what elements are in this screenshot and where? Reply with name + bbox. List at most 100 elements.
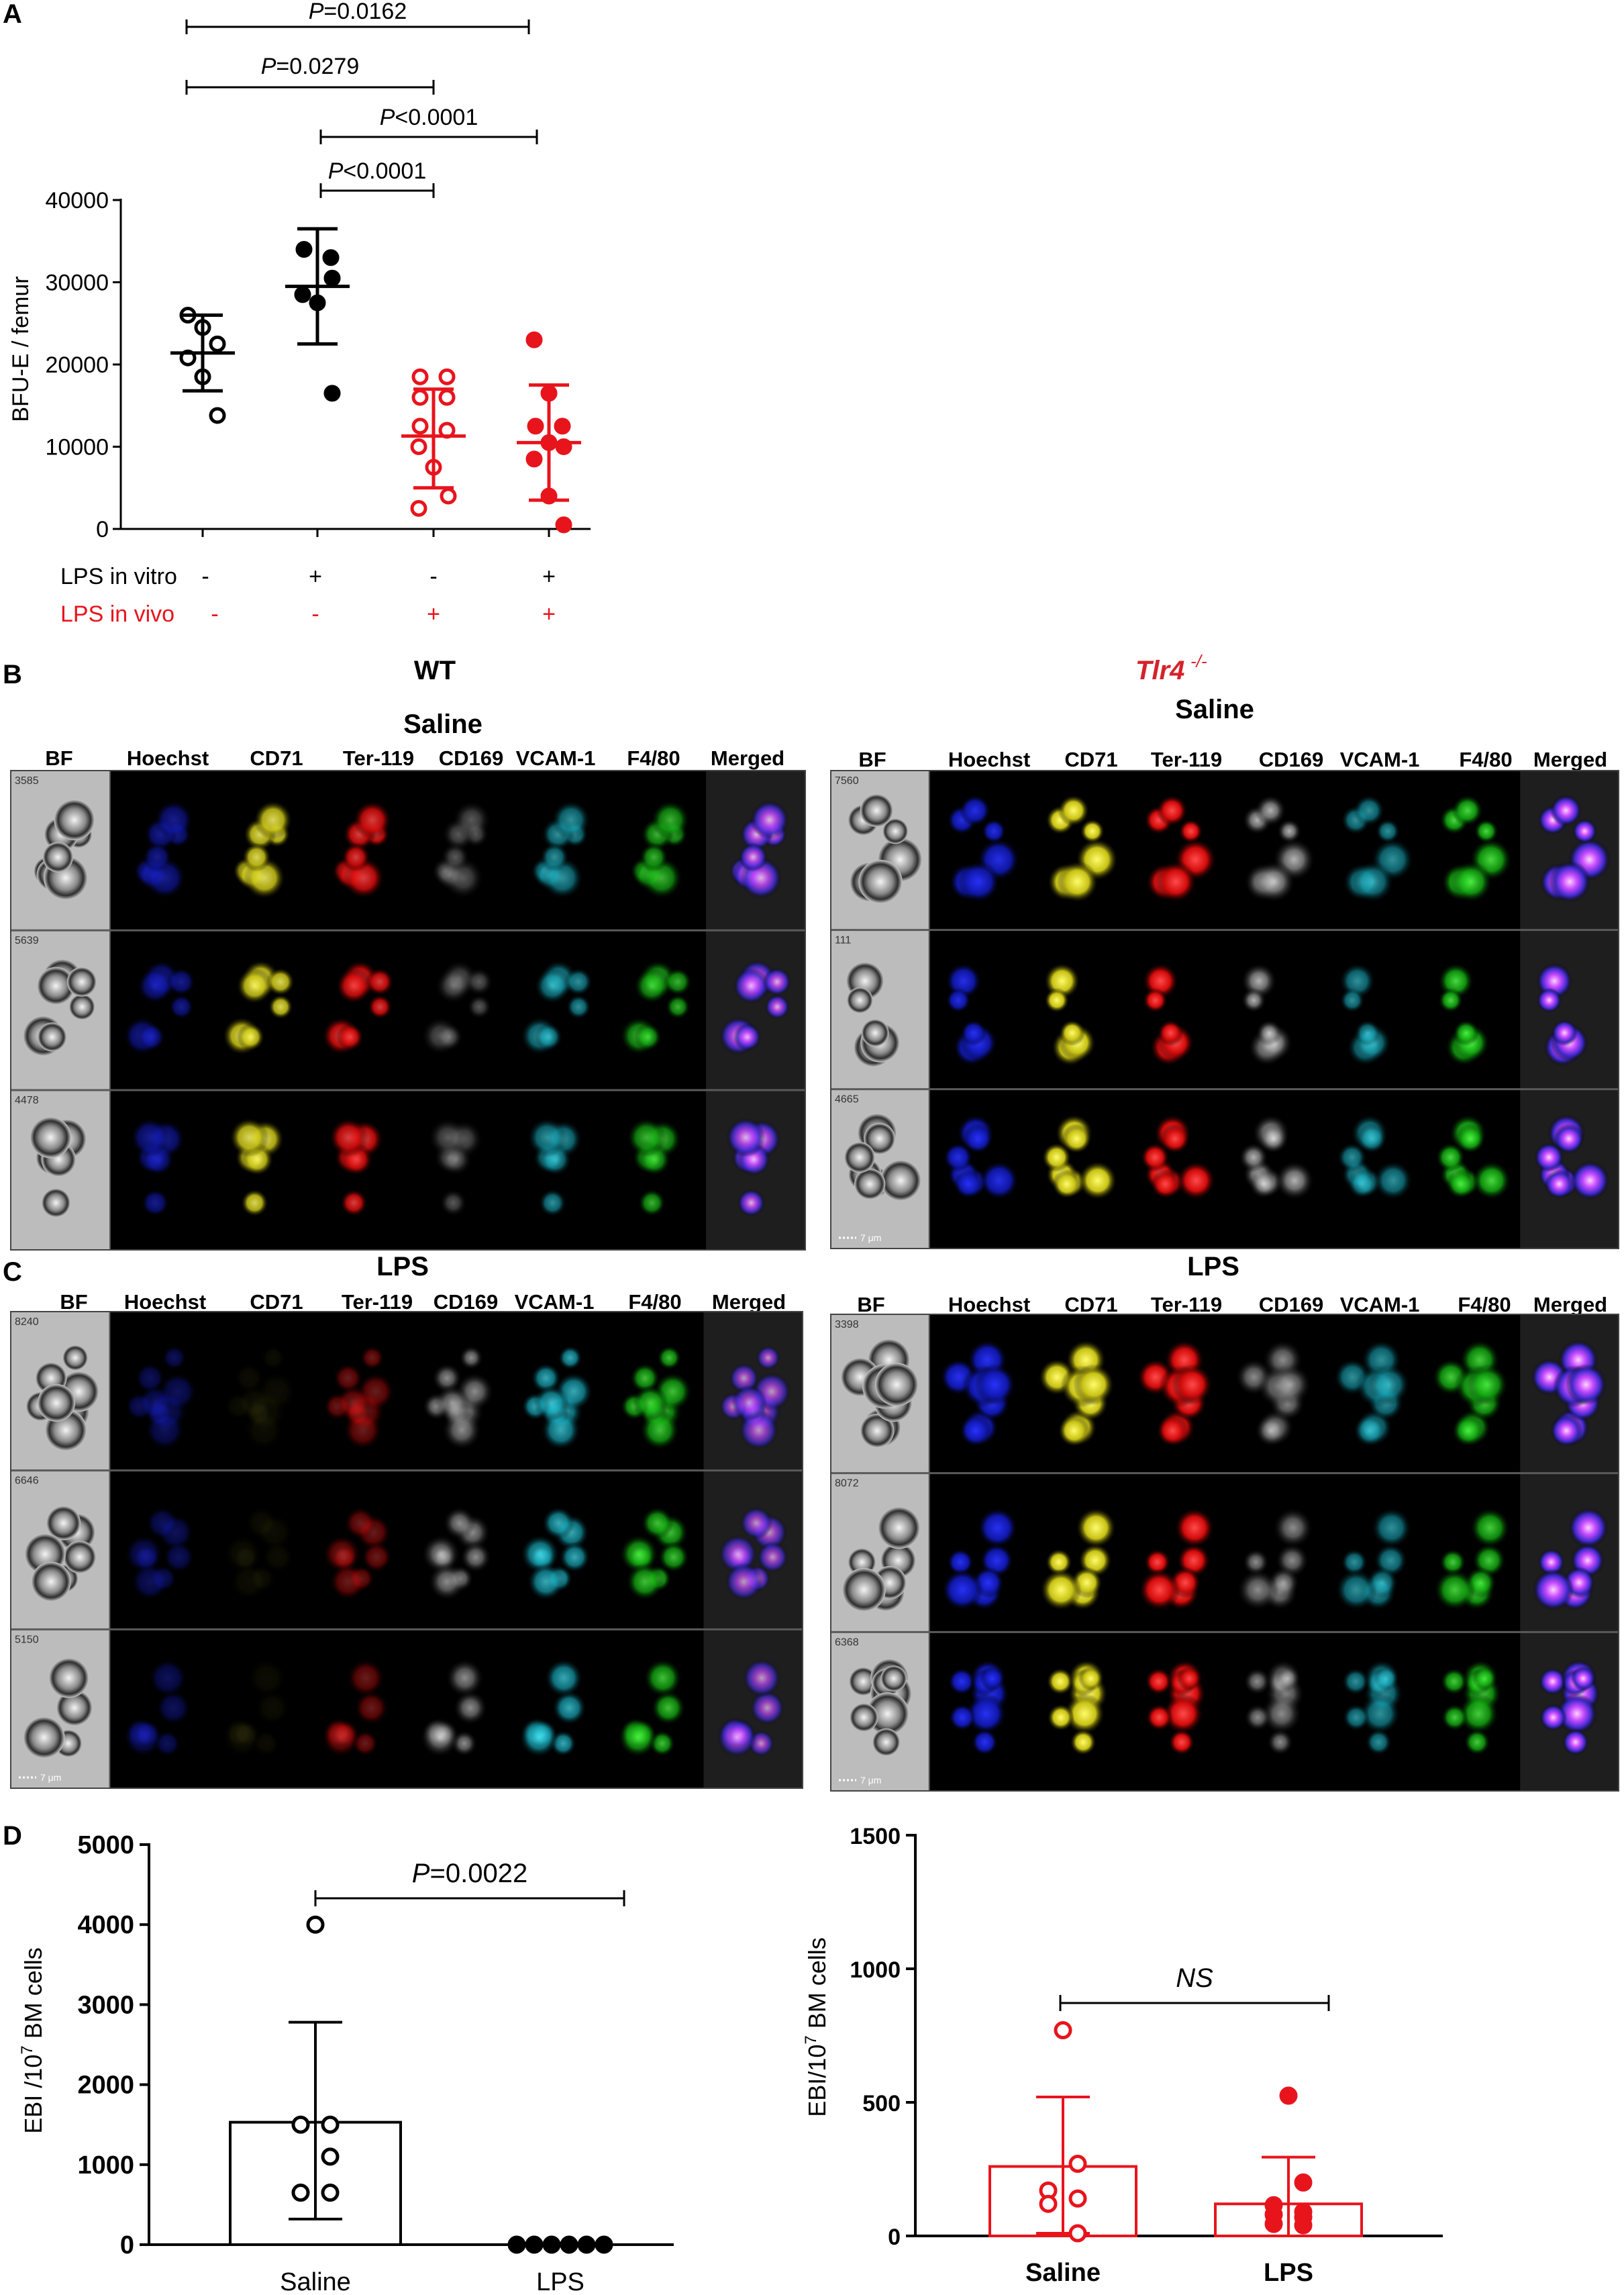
cell-signal: [942, 1569, 984, 1611]
cell-signal: [1374, 1666, 1399, 1692]
cell-signal: [633, 1023, 662, 1051]
cell-signal: [1249, 1169, 1279, 1199]
data-point: [555, 516, 572, 534]
cell-signal: [1178, 819, 1203, 844]
cell-signal: [54, 799, 95, 840]
imaging-grids: BF Hoechst CD71 Ter-119 CD169 VCAM-1 F4/80 Merg…: [10, 746, 1619, 1792]
cell-signal: [1266, 1728, 1294, 1756]
grid-frame: [10, 770, 806, 1251]
cell-signal: [1058, 1414, 1090, 1447]
cell-signal: [558, 1345, 582, 1370]
cell-signal: [236, 1385, 272, 1421]
channel-label-f4-80: F4/80: [1458, 1293, 1511, 1316]
cell-signal: [248, 1659, 287, 1698]
cell-signal: [943, 1142, 973, 1173]
cell-signal: [1375, 819, 1401, 844]
cell-signal: [762, 967, 791, 996]
cell-signal: [335, 1385, 372, 1421]
cell-signal: [979, 1161, 1019, 1200]
cell-signal: [162, 1345, 187, 1370]
cell-signal: [1156, 1414, 1189, 1447]
cell-signal: [1254, 1414, 1288, 1447]
cell-signal: [367, 994, 393, 1020]
cell-signal: [1080, 819, 1105, 844]
cell-signal: [872, 1728, 901, 1757]
data-point: [577, 2235, 596, 2254]
cell-signal: [960, 1020, 987, 1046]
in-vivo-sign: +: [542, 601, 556, 627]
d-right-y-axis-label: EBI/107 BM cells: [802, 1937, 831, 2116]
significance-brackets: P=0.0162 P=0.0279 P<0.0001 P<0.0001: [185, 0, 538, 198]
cell-signal: [864, 1122, 896, 1155]
cell-signal: [41, 1188, 70, 1218]
grid-frame: [10, 1311, 803, 1789]
cell-signal: [1570, 1666, 1596, 1692]
cell-signal: [733, 1023, 762, 1051]
cell-signal: [1562, 1728, 1589, 1756]
cell-signal: [340, 1189, 368, 1217]
cell-signal: [453, 1690, 488, 1725]
cell-signal: [842, 1567, 886, 1612]
scale-label: 7 μm: [40, 1772, 61, 1783]
cell-id: 6368: [835, 1637, 859, 1648]
cell-signal: [1244, 1667, 1271, 1696]
cell-signal: [1551, 1020, 1578, 1046]
cell-signal: [321, 1717, 361, 1758]
y-tick-label: 0: [120, 2231, 134, 2259]
cell-signal: [1261, 1693, 1302, 1735]
cell-signal: [141, 1189, 169, 1217]
cell-signal: [1277, 819, 1302, 844]
cell-signal: [1275, 1666, 1301, 1692]
cell-signal: [861, 1019, 889, 1047]
cell-signal: [1237, 1569, 1279, 1611]
tlr4-lps-subtitle: LPS: [1187, 1252, 1239, 1281]
cell-signal: [1145, 1667, 1172, 1696]
cell-signal: [62, 1345, 89, 1371]
cell-signal: [1359, 1693, 1401, 1735]
p-value-label: P=0.0279: [261, 54, 360, 79]
cell-signal: [534, 967, 571, 1004]
data-point: [323, 385, 341, 402]
cell-signal: [154, 800, 193, 840]
cell-id: 8240: [15, 1316, 39, 1328]
cell-signal: [1138, 1569, 1180, 1611]
cell-signal: [880, 1665, 907, 1692]
cell-signal: [1455, 1124, 1486, 1154]
cell-id: 4665: [835, 1094, 859, 1106]
cell-signal: [947, 1549, 974, 1576]
cell-signal: [740, 1506, 773, 1540]
data-point: [507, 2235, 526, 2254]
y-tick-label: 30000: [45, 271, 109, 296]
channel-label-bf: BF: [857, 1293, 884, 1316]
cell-signal: [1556, 1693, 1598, 1735]
cell-signal: [1140, 1142, 1170, 1173]
channel-label-cd169: CD169: [439, 746, 504, 770]
cell-signal: [137, 1023, 166, 1051]
cell-signal: [564, 967, 593, 996]
tlr4-saline-subtitle: Saline: [1175, 695, 1254, 724]
channel-label-merged: Merged: [1533, 1293, 1607, 1316]
cell-signal: [1342, 1704, 1370, 1731]
merged-tile: [1520, 930, 1619, 1089]
cell-signal: [538, 1189, 566, 1217]
cell-signal: [344, 1506, 377, 1540]
data-point: [438, 368, 456, 385]
panel-b-headings: B WT Saline Tlr4 -/- Saline: [3, 651, 1254, 739]
cell-signal: [137, 1385, 174, 1421]
cell-signal: [1275, 1161, 1315, 1200]
cell-signal: [1150, 1169, 1180, 1199]
cell-signal: [1162, 1693, 1204, 1735]
panel-letter-a: A: [3, 0, 22, 29]
cell-signal: [1572, 819, 1597, 844]
cell-signal: [1143, 987, 1168, 1013]
cell-signal: [163, 1541, 195, 1573]
y-tick-label: 5000: [77, 1831, 134, 1859]
channel-label-f4-80: F4/80: [628, 1290, 681, 1314]
cell-signal: [1439, 1549, 1466, 1576]
y-tick-label: 20000: [45, 352, 109, 378]
cell-signal: [131, 1563, 169, 1601]
lps-in-vivo-label: LPS in vivo: [60, 601, 174, 627]
cell-signal: [68, 993, 95, 1020]
cell-signal: [1472, 1161, 1511, 1200]
cell-signal: [650, 800, 690, 840]
